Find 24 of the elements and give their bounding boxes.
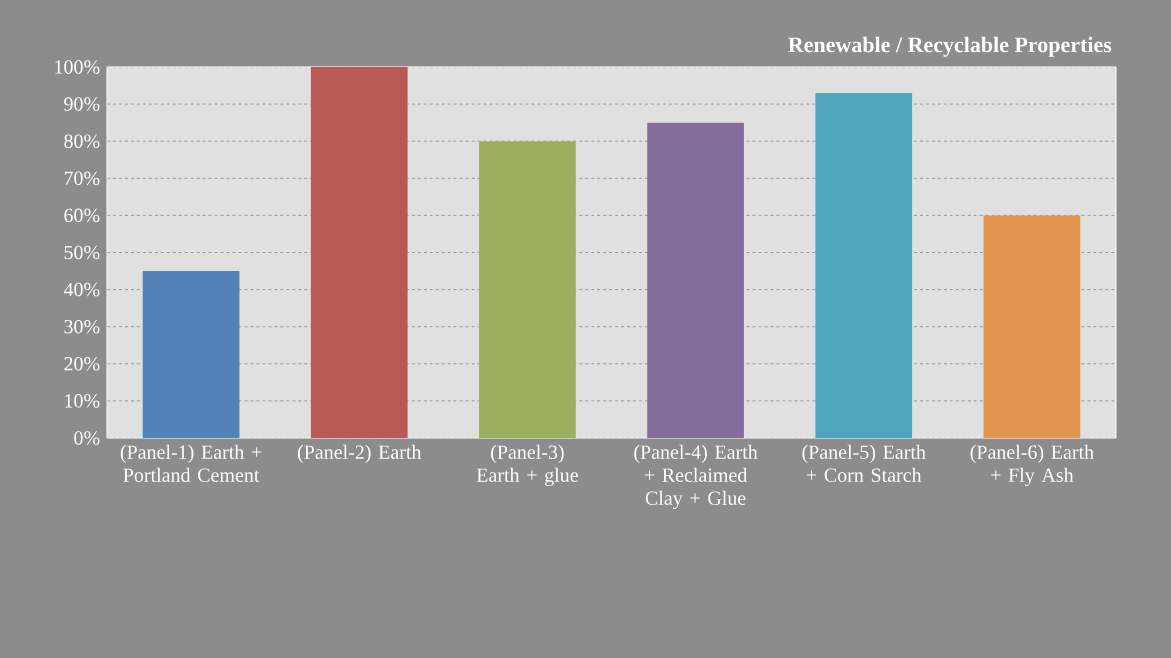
chart-title: Renewable / Recyclable Properties (788, 36, 1112, 57)
y-tick-label: 80% (64, 134, 100, 148)
y-tick-label: 50% (64, 245, 100, 260)
bar (479, 141, 576, 438)
bar (815, 92, 913, 438)
x-tick-label: (Panel-6) Earth + Fly Ash (970, 444, 1094, 487)
y-tick-label: 60% (64, 208, 100, 223)
y-tick-label: 100% (55, 60, 100, 74)
x-tick-label: (Panel-4) Earth + Reclaimed Clay + Glue (634, 444, 758, 510)
y-tick-label: 20% (64, 357, 100, 371)
y-tick-label: 30% (64, 319, 100, 334)
bar (647, 122, 744, 438)
y-tick-label: 0% (74, 431, 100, 445)
bar (310, 66, 408, 438)
y-tick-label: 40% (63, 282, 100, 297)
x-tick-label: (Panel-2) Earth (297, 444, 422, 463)
bar (983, 215, 1081, 438)
x-tick-label: (Panel-3) Earth + glue (476, 444, 578, 487)
x-tick-label: (Panel-1) Earth + Portland Cement (120, 444, 262, 482)
y-tick-label: 10% (65, 394, 100, 408)
y-tick-label: 70% (64, 171, 100, 186)
y-tick-label: 90% (64, 97, 100, 111)
bar (142, 271, 240, 438)
x-tick-label: (Panel-5) Earth + Corn Starch (802, 444, 926, 482)
